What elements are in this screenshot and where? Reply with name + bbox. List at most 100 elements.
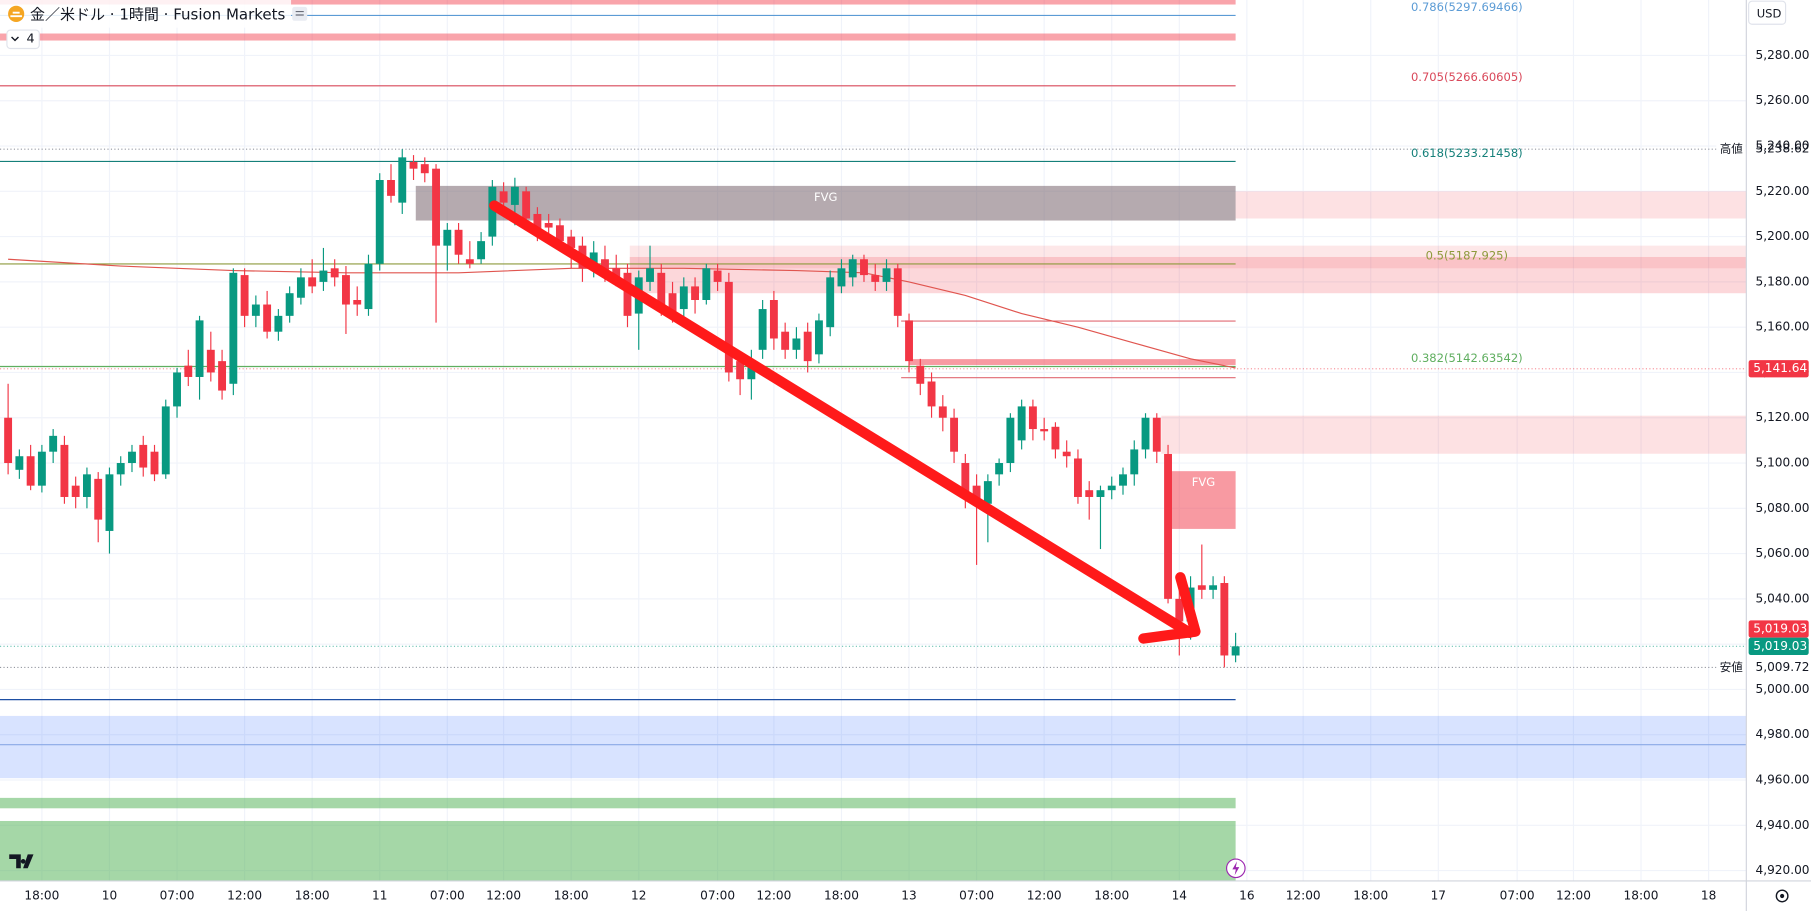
arrow-shaft [489,200,1195,638]
candle-body [49,435,58,452]
zone [629,245,1747,269]
candle-body [826,277,835,328]
candle-body [691,286,700,300]
x-tick-label: 12:00 [1556,888,1591,902]
y-tick-label: 5,100.00 [1756,456,1810,470]
candle-body [1164,453,1172,599]
x-tick-label: 13 [901,888,916,902]
candle-body [139,444,148,468]
y-tick-label: 4,920.00 [1756,863,1810,877]
x-tick-label: 10 [102,888,117,902]
candle-body [375,179,384,264]
candle-body [477,241,486,260]
header-bg [0,0,292,28]
candle-body [37,451,46,486]
extreme-name: 安値 [1720,660,1744,674]
x-tick-label: 16 [1239,888,1254,902]
x-tick-label: 18:00 [295,888,330,902]
y-tick-label: 4,940.00 [1756,818,1810,832]
y-tick-label: 5,280.00 [1756,48,1810,62]
arrow-annotation [489,200,1201,644]
x-tick-label: 18 [1701,888,1716,902]
y-tick-label: 5,240.00 [1756,139,1810,153]
x-tick-label: 14 [1172,888,1188,902]
candle-body [1107,485,1116,491]
candle-body [195,320,204,377]
candle-body [522,191,531,219]
extreme-value: 5,238.62 [1756,142,1810,156]
x-tick-label: 07:00 [430,888,465,902]
candle-body [488,186,497,237]
settings-icon[interactable] [1775,889,1789,903]
candle-body [769,299,778,339]
price-axis-bg [1746,0,1811,911]
candle-body [555,225,564,242]
candle-body [26,456,35,486]
candle-body [544,223,553,228]
candle-body [330,268,339,278]
currency-button[interactable] [1748,0,1787,25]
y-tick-label: 5,000.00 [1756,682,1810,696]
extreme-name-bg [1716,139,1746,159]
x-tick-label: 07:00 [160,888,195,902]
zone [415,185,1236,221]
y-tick-label: 5,200.00 [1756,229,1810,243]
x-tick-label: 18:00 [554,888,589,902]
symbol-title[interactable]: 金／米ドル · 1時間 · Fusion Markets [30,6,286,24]
candle-body [150,451,159,475]
x-tick-label: 12:00 [756,888,791,902]
line-layer [0,14,1747,746]
time-axis-bg [0,880,1811,911]
candle-body [274,315,283,332]
candle-body [1085,490,1094,497]
indicator-count: 4 [27,31,35,46]
bolt-button [1226,858,1246,879]
x-tick-label: 18:00 [1094,888,1129,902]
candle-body [409,161,418,169]
candle-body [387,179,395,196]
x-tick-label: 18:00 [1353,888,1388,902]
x-tick-label: 07:00 [1500,888,1535,902]
settings-icon-center [1780,893,1785,899]
candle-body [251,304,260,316]
candle-body [938,406,947,418]
tradingview-logo [9,854,34,869]
collapse-button[interactable] [292,6,308,21]
x-tick-label: 12:00 [1027,888,1062,902]
price-tag [1748,360,1809,378]
x-tick-label: 17 [1431,888,1446,902]
candle-body [296,277,305,298]
candle-body [60,444,69,497]
candle-body [612,268,621,278]
logo-mark [9,854,34,869]
candle-body [161,406,170,475]
indicator-toggle[interactable] [6,29,40,50]
fib-label: 0.382(5142.63542) [1411,351,1523,365]
candle-body [105,474,114,531]
zone [1235,191,1747,219]
zone [1161,415,1747,454]
x-tick-label: 12 [631,888,646,902]
candle-body [668,293,677,316]
candle-body [848,259,857,278]
candle-body [353,299,362,305]
candle-body [983,481,992,504]
candle-body [15,456,24,470]
candle-body [1051,426,1060,450]
candle-body [229,272,238,384]
candle-body [1096,490,1105,497]
candle-body [398,157,407,203]
candle-body [792,338,801,350]
candle-body [860,259,868,276]
candle-body [533,213,542,230]
candle-body [995,463,1004,475]
candle-body [1074,458,1082,497]
candle-body [1006,417,1015,464]
candle-body [567,236,576,248]
candle-body [342,275,350,305]
symbol-icon-glyph [10,11,22,18]
candle-body [465,259,474,264]
y-tick-label: 5,080.00 [1756,501,1810,515]
